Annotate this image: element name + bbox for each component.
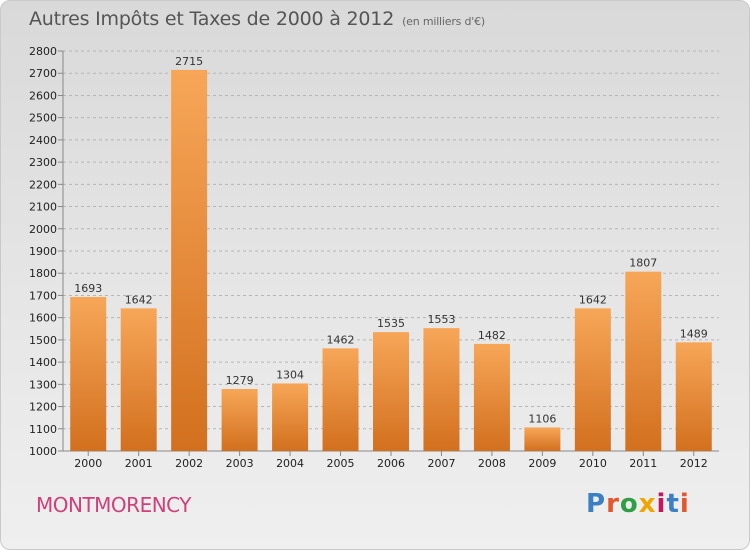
x-tick-label: 2001: [125, 457, 153, 470]
y-tick-label: 2100: [29, 201, 57, 214]
data-label: 2715: [175, 55, 203, 68]
data-label: 1553: [427, 313, 455, 326]
y-tick-label: 1600: [29, 312, 57, 325]
y-tick-label: 2800: [29, 45, 57, 58]
bar: [524, 427, 561, 451]
x-tick-label: 2006: [377, 457, 405, 470]
x-tick-label: 2012: [680, 457, 708, 470]
bar: [473, 343, 510, 451]
bar: [423, 328, 460, 451]
bar: [322, 348, 359, 451]
city-name: MONTMORENCY: [36, 493, 192, 517]
x-tick-label: 2011: [629, 457, 657, 470]
y-tick-label: 2400: [29, 134, 57, 147]
data-label: 1462: [327, 333, 355, 346]
data-label: 1807: [629, 257, 657, 270]
y-tick-label: 2500: [29, 112, 57, 125]
x-tick-label: 2008: [478, 457, 506, 470]
logo-letter: x: [638, 489, 657, 519]
x-tick-label: 2004: [276, 457, 304, 470]
x-tick-label: 2005: [327, 457, 355, 470]
data-labels: 1693 1642 2715 1279 1304 1462 1535 1553 1482 1106…: [74, 55, 708, 426]
logo-letter: o: [619, 489, 639, 519]
logo-letter: P: [586, 489, 607, 519]
data-label: 1489: [680, 327, 708, 340]
chart-subtitle: (en milliers d'€): [402, 15, 485, 28]
logo-letter: r: [606, 489, 620, 519]
bar: [171, 69, 208, 451]
data-label: 1535: [377, 317, 405, 330]
bar: [272, 383, 309, 451]
data-label: 1304: [276, 368, 304, 381]
chart-title: Autres Impôts et Taxes de 2000 à 2012 (en…: [29, 8, 485, 30]
data-label: 1279: [226, 374, 254, 387]
proxiti-logo[interactable]: Proxiti: [586, 489, 690, 519]
bar: [221, 389, 258, 451]
y-tick-label: 1800: [29, 267, 57, 280]
y-tick-label: 1700: [29, 289, 57, 302]
y-tick-label: 1300: [29, 378, 57, 391]
x-tick-label: 2002: [175, 457, 203, 470]
x-tick-label: 2007: [427, 457, 455, 470]
bars: [70, 69, 712, 451]
y-tick-label: 1200: [29, 401, 57, 414]
bar: [70, 297, 107, 451]
y-tick-label: 1500: [29, 334, 57, 347]
data-label: 1106: [528, 412, 556, 425]
y-tick-label: 1100: [29, 423, 57, 436]
y-tick-label: 1400: [29, 356, 57, 369]
axes: 1000 1100 1200 1300 1400 1500 1600 1700 1800 1900…: [29, 45, 719, 470]
x-tick-label: 2010: [579, 457, 607, 470]
bar: [625, 271, 662, 451]
x-tick-label: 2009: [528, 457, 556, 470]
logo-letter: i: [656, 489, 667, 519]
x-tick-label: 2003: [226, 457, 254, 470]
logo-letter: i: [679, 489, 690, 519]
data-label: 1642: [125, 293, 153, 306]
y-tick-label: 2600: [29, 89, 57, 102]
y-tick-label: 2000: [29, 223, 57, 236]
data-label: 1693: [74, 282, 102, 295]
y-tick-label: 1000: [29, 445, 57, 458]
y-tick-label: 2700: [29, 67, 57, 80]
y-tick-label: 2200: [29, 178, 57, 191]
y-tick-label: 2300: [29, 156, 57, 169]
x-tick-label: 2000: [74, 457, 102, 470]
bar: [574, 308, 611, 451]
data-label: 1642: [579, 293, 607, 306]
bar: [120, 308, 157, 451]
logo-letter: t: [666, 489, 680, 519]
bar: [373, 332, 409, 451]
data-label: 1482: [478, 329, 506, 342]
chart-title-text: Autres Impôts et Taxes de 2000 à 2012: [29, 8, 395, 30]
y-tick-label: 1900: [29, 245, 57, 258]
bar: [675, 342, 712, 451]
